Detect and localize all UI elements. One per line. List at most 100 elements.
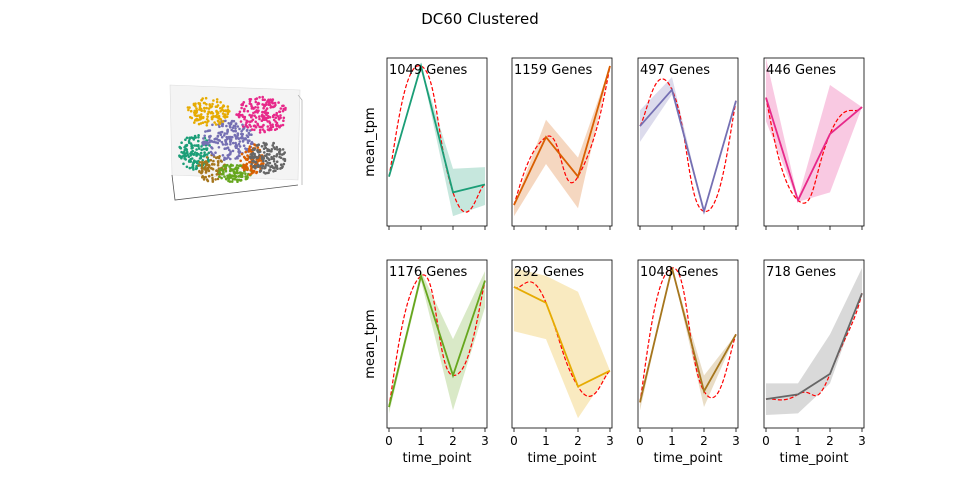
scatter-point (277, 101, 280, 104)
scatter-point (195, 148, 198, 151)
scatter-point (264, 159, 268, 163)
scatter-point (260, 166, 264, 170)
scatter-point (262, 147, 266, 150)
scatter-point (262, 123, 265, 127)
scatter-point (271, 98, 275, 101)
scatter-point (266, 128, 270, 131)
scatter-point (258, 125, 261, 129)
scatter-point (238, 154, 241, 158)
scatter-point (238, 164, 241, 168)
scatter-point (200, 109, 203, 112)
scatter-point (250, 172, 253, 175)
mean-line (513, 286, 611, 388)
scatter-point (212, 159, 215, 163)
scatter-point (280, 153, 284, 156)
scatter-point (228, 110, 231, 113)
scatter-point (271, 157, 275, 160)
scatter-point (264, 163, 268, 166)
scatter-point (221, 143, 225, 146)
scatter-point (253, 152, 256, 156)
scatter-point (184, 138, 187, 141)
scatter-point (199, 151, 203, 155)
scatter-point (187, 108, 190, 112)
scatter-point (256, 164, 259, 168)
scatter-point (190, 116, 194, 120)
scatter-point (203, 106, 206, 110)
scatter-point (234, 127, 237, 130)
scatter-point (270, 148, 274, 151)
x-tick-label: 1 (668, 434, 676, 448)
scatter-point (236, 125, 240, 128)
scatter-point (246, 141, 250, 144)
scatter-point (242, 109, 246, 113)
scatter-point (189, 109, 193, 113)
scatter-point (250, 128, 254, 131)
scatter-point (250, 133, 253, 136)
scatter-point (200, 165, 204, 168)
scatter-point (202, 147, 206, 151)
scatter-point (218, 175, 221, 178)
scatter-point (205, 147, 209, 150)
scatter-point (253, 143, 256, 146)
scatter-point (194, 160, 198, 163)
subplot-row1-col4: 446 Genes (763, 57, 865, 230)
scatter-point (256, 146, 260, 149)
scatter-point (254, 98, 257, 101)
scatter-point (211, 178, 214, 182)
scatter-point (251, 152, 254, 156)
scatter-point (232, 171, 236, 174)
fit-curve (765, 97, 863, 204)
gene-count-label: 1048 Genes (640, 265, 719, 280)
scatter-point (185, 165, 189, 169)
scatter-point (191, 164, 195, 167)
scatter-point (200, 113, 203, 116)
scatter-point (220, 176, 223, 180)
x-tick-label: 0 (636, 434, 644, 448)
scatter-point (270, 100, 274, 103)
scatter-point (208, 141, 211, 144)
scatter-point (279, 107, 283, 110)
scatter-point (200, 145, 203, 148)
scatter-point (254, 106, 257, 109)
x-tick-label: 1 (417, 434, 425, 448)
scatter-point (205, 156, 209, 159)
scatter-point (219, 131, 223, 134)
scatter-point (207, 151, 211, 155)
scatter-point (207, 169, 211, 173)
scatter-point (229, 169, 232, 172)
scatter-point (274, 103, 277, 107)
scatter-point (216, 160, 220, 163)
scatter-point (258, 153, 261, 157)
scatter-point (182, 154, 185, 157)
scatter-point (268, 121, 272, 125)
scatter-point (278, 152, 282, 156)
scatter-point (182, 162, 185, 166)
scatter-point (252, 156, 255, 160)
scatter-point (271, 125, 275, 129)
scatter-point (281, 123, 285, 127)
scatter-point (218, 171, 221, 175)
scatter-point (229, 122, 232, 126)
scatter-point (193, 151, 197, 154)
scatter-point (262, 162, 265, 165)
scatter-point (250, 104, 253, 108)
scatter-point (242, 144, 246, 147)
scatter-point (206, 115, 209, 118)
fit-curve (639, 267, 737, 403)
scatter-point (256, 149, 259, 153)
scatter-point (194, 102, 197, 105)
scatter-point (282, 162, 286, 166)
scatter-point (205, 124, 209, 127)
scatter-point (190, 157, 194, 160)
scatter-point (255, 171, 258, 175)
scatter-point (270, 105, 273, 108)
scatter-point (248, 100, 252, 103)
scatter-point (219, 107, 222, 110)
x-tick-label: 3 (481, 434, 489, 448)
scatter-point (240, 106, 243, 110)
axes-frame (386, 57, 488, 227)
scatter-point (283, 151, 287, 154)
scatter-point (265, 143, 268, 146)
scatter-point (219, 133, 223, 137)
scatter-point (201, 97, 204, 100)
